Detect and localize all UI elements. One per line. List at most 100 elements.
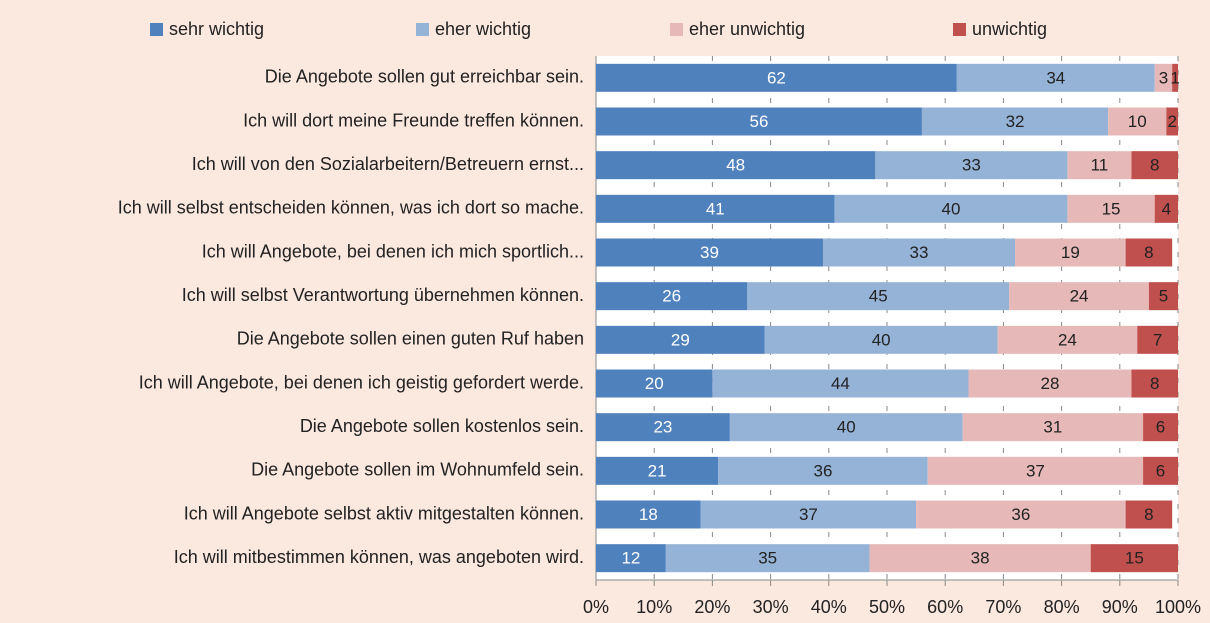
x-tick-label: 0% [583, 597, 609, 617]
data-label: 8 [1144, 505, 1153, 524]
data-label: 26 [662, 287, 681, 306]
data-label: 36 [1011, 505, 1030, 524]
y-tick-label: Ich will dort meine Freunde treffen könn… [243, 110, 584, 130]
y-tick-label: Ich will von den Sozialarbeitern/Betreue… [192, 154, 584, 174]
bar-segment [1009, 282, 1149, 311]
data-label: 21 [648, 461, 667, 480]
data-label: 7 [1153, 330, 1162, 349]
data-label: 24 [1070, 287, 1089, 306]
data-label: 37 [799, 505, 818, 524]
data-label: 8 [1144, 243, 1153, 262]
data-label: 33 [962, 156, 981, 175]
bar-segment [1154, 194, 1178, 223]
bar-segment [764, 325, 998, 354]
y-tick-label: Die Angebote sollen einen guten Ruf habe… [237, 329, 584, 349]
bar-segment [1125, 500, 1173, 529]
bar-segment [1166, 107, 1178, 136]
legend-label: eher unwichtig [689, 19, 805, 39]
bar-segment [956, 63, 1155, 92]
bar-segment [1125, 238, 1173, 267]
bar-segment [1131, 369, 1178, 398]
bar-segment [718, 456, 928, 485]
bar-segment [921, 107, 1109, 136]
data-label: 10 [1128, 112, 1147, 131]
data-label: 37 [1026, 461, 1045, 480]
bar-segment [700, 500, 917, 529]
data-label: 44 [831, 374, 850, 393]
bar-segment [834, 194, 1068, 223]
x-tick-label: 30% [753, 597, 789, 617]
bar-segment [596, 544, 666, 573]
bar-segment [968, 369, 1132, 398]
data-label: 19 [1061, 243, 1080, 262]
x-tick-label: 20% [694, 597, 730, 617]
y-tick-label: Ich will mitbestimmen können, was angebo… [174, 547, 584, 567]
data-label: 29 [671, 330, 690, 349]
bar-segment [1143, 413, 1178, 442]
legend-label: sehr wichtig [169, 19, 264, 39]
data-label: 24 [1058, 330, 1077, 349]
legend-swatch [670, 23, 683, 36]
data-label: 11 [1091, 156, 1109, 175]
x-tick-label: 80% [1044, 597, 1080, 617]
bar-segment [1137, 325, 1178, 354]
data-label: 5 [1159, 287, 1168, 306]
bar-segment [962, 413, 1144, 442]
bar-segment [596, 194, 835, 223]
data-label: 36 [814, 461, 833, 480]
data-label: 15 [1125, 549, 1144, 568]
y-tick-label: Die Angebote sollen kostenlos sein. [300, 416, 584, 436]
data-label: 8 [1150, 156, 1159, 175]
bar-segment [1148, 282, 1178, 311]
x-tick-label: 100% [1155, 597, 1201, 617]
data-label: 18 [639, 505, 658, 524]
bar-segment [1108, 107, 1167, 136]
data-label: 6 [1156, 461, 1165, 480]
bar-segment [596, 151, 876, 180]
bar-segment [875, 151, 1068, 180]
bar-segment [596, 282, 748, 311]
bar-segment [596, 413, 730, 442]
bar-segment [729, 413, 963, 442]
data-label: 4 [1162, 199, 1171, 218]
data-label: 40 [837, 418, 856, 437]
data-label: 15 [1102, 199, 1121, 218]
bar-segment [822, 238, 1016, 267]
data-label: 35 [758, 549, 777, 568]
bar-segment [916, 500, 1126, 529]
legend-swatch [150, 23, 163, 36]
data-label: 6 [1156, 418, 1165, 437]
bar-segment [1067, 151, 1132, 180]
x-tick-label: 60% [927, 597, 963, 617]
legend-swatch [416, 23, 429, 36]
legend-swatch [953, 23, 966, 36]
bar-segment [596, 63, 957, 92]
legend-label: unwichtig [972, 19, 1047, 39]
data-label: 31 [1043, 418, 1062, 437]
bar-segment [596, 369, 713, 398]
data-label: 62 [767, 68, 786, 87]
bar-segment [665, 544, 870, 573]
y-tick-label: Die Angebote sollen im Wohnumfeld sein. [251, 460, 584, 480]
data-label: 2 [1167, 112, 1176, 131]
bar-segment [596, 107, 922, 136]
data-label: 8 [1150, 374, 1159, 393]
x-tick-label: 50% [869, 597, 905, 617]
bar-segment [1131, 151, 1178, 180]
bar-segment [1090, 544, 1178, 573]
data-label: 45 [869, 287, 888, 306]
y-tick-label: Ich will Angebote, bei denen ich mich sp… [202, 241, 584, 261]
bar-segment [927, 456, 1144, 485]
x-tick-label: 70% [985, 597, 1021, 617]
x-tick-label: 90% [1102, 597, 1138, 617]
y-tick-label: Ich will selbst entscheiden können, was … [118, 198, 584, 218]
bar-segment [869, 544, 1091, 573]
data-label: 48 [726, 156, 745, 175]
y-tick-label: Die Angebote sollen gut erreichbar sein. [265, 67, 584, 87]
data-label: 34 [1046, 68, 1065, 87]
data-label: 23 [653, 418, 672, 437]
bar-segment [596, 456, 719, 485]
bar-segment [997, 325, 1138, 354]
